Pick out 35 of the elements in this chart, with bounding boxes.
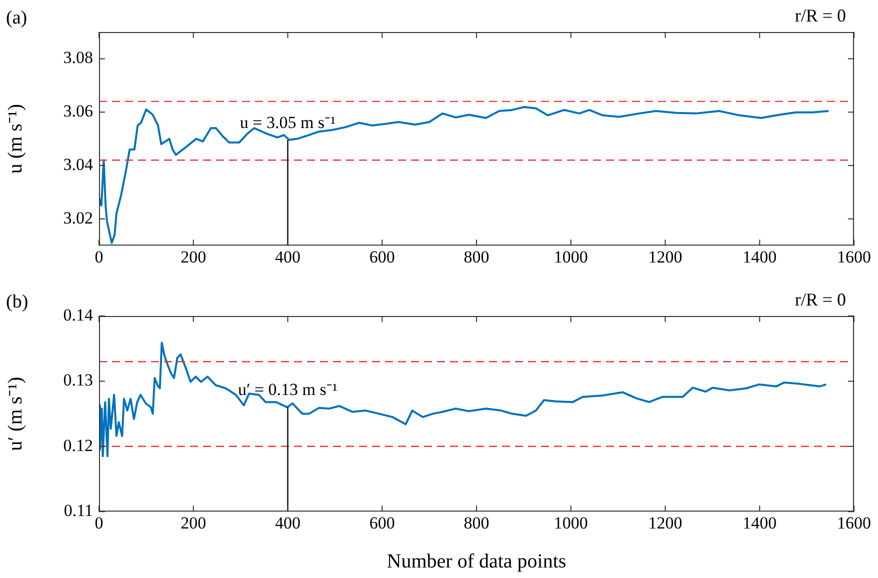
x-tick-label: 200 [180, 247, 206, 266]
y-tick-label: 3.06 [63, 102, 93, 121]
y-tick-label: 0.13 [63, 370, 93, 390]
x-tick-label: 1400 [742, 513, 777, 532]
x-tick-label: 400 [275, 247, 300, 266]
x-tick-label: 1200 [648, 247, 682, 266]
x-tick-label: 600 [369, 513, 395, 532]
y-tick-label: 0.12 [63, 436, 93, 455]
annotation: u = 3.05 m s⁻¹ [240, 112, 336, 132]
x-tick-label: 1000 [554, 513, 588, 532]
chart-title: (b) [6, 291, 28, 312]
chart-subtitle: r/R = 0 [794, 290, 846, 310]
x-tick-label: 1600 [837, 513, 871, 532]
x-tick-label: 0 [94, 513, 104, 532]
x-tick-label: 1200 [648, 513, 682, 532]
y-tick-label: 3.02 [63, 208, 93, 228]
x-tick-label: 600 [369, 247, 395, 266]
x-tick-label: 1600 [837, 247, 871, 266]
chart-subtitle: r/R = 0 [794, 6, 846, 26]
chart-title: (a) [6, 7, 28, 28]
y-tick-label: 0.11 [64, 501, 93, 520]
y-tick-label: 3.04 [63, 154, 94, 174]
y-tick-label: 3.08 [63, 48, 93, 68]
y-axis-title: u (m s⁻¹) [4, 104, 26, 174]
x-tick-label: 400 [275, 513, 300, 532]
y-tick-label: 0.14 [63, 305, 94, 324]
x-tick-label: 800 [464, 513, 490, 532]
x-tick-label: 0 [94, 247, 104, 266]
x-tick-label: 800 [464, 247, 490, 266]
x-axis-title: Number of data points [386, 550, 566, 572]
annotation: u′ = 0.13 m s⁻¹ [238, 380, 338, 400]
x-tick-label: 1400 [742, 247, 777, 266]
x-tick-label: 200 [180, 513, 206, 532]
x-tick-label: 1000 [554, 247, 588, 266]
y-axis-title: u′ (m s⁻¹) [4, 376, 26, 451]
